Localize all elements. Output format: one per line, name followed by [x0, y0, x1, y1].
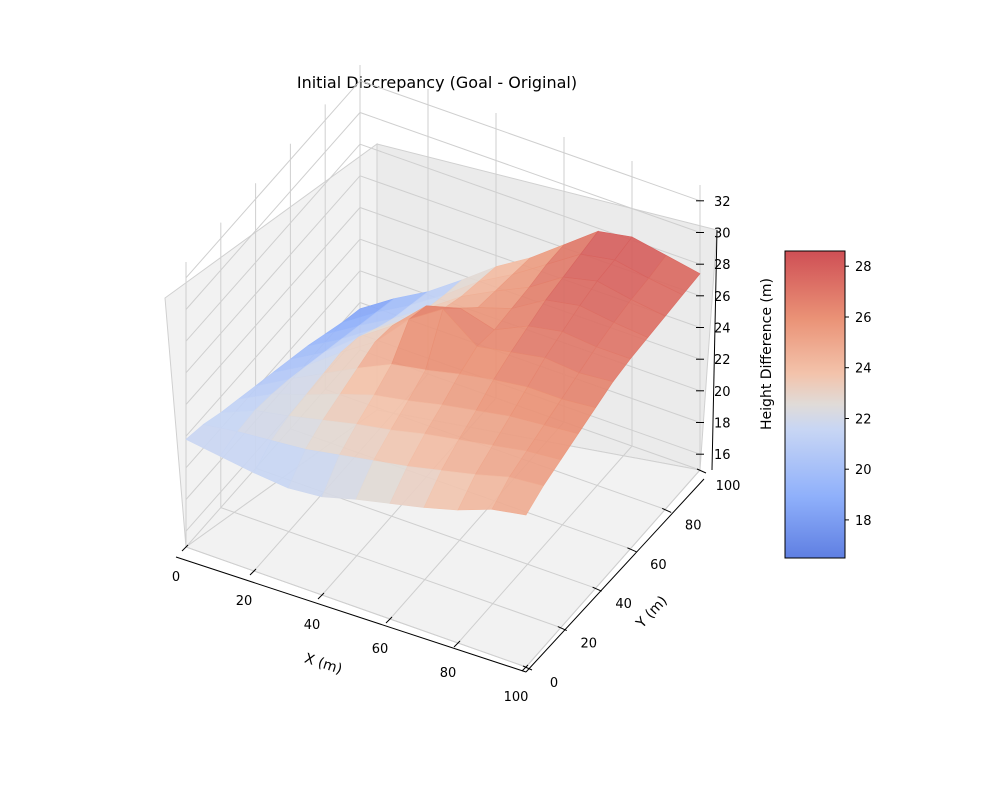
z-tick-label: 16	[714, 448, 731, 463]
x-tick-mark	[453, 640, 461, 648]
y-axis-line	[525, 478, 705, 673]
x-tick-label: 0	[172, 570, 180, 585]
z-tick-label: 20	[714, 385, 731, 400]
grid-line-y	[220, 222, 561, 629]
colorbar-tick-label: 22	[855, 413, 872, 428]
z-ticks: 16 18 20 22 24 26 28 30 32	[696, 195, 731, 463]
x-tick-label: 80	[440, 666, 457, 681]
grid-line-z	[185, 80, 701, 279]
x-tick-label: 20	[236, 594, 253, 609]
chart-title: Initial Discrepancy (Goal - Original)	[297, 73, 577, 92]
y-tick-mark	[627, 547, 637, 553]
z-tick-label: 30	[714, 227, 731, 242]
x-tick-mark	[385, 616, 393, 624]
y-ticks: 0 20 40 60 80 100	[522, 468, 741, 691]
grid-line-z	[185, 143, 701, 342]
z-axis-line	[711, 229, 718, 471]
y-tick-mark	[696, 468, 707, 474]
z-tick-label: 32	[714, 195, 731, 210]
colorbar-tick-label: 20	[855, 463, 872, 478]
colorbar	[784, 250, 846, 559]
x-tick-label: 100	[504, 690, 529, 705]
x-tick-mark	[317, 592, 325, 600]
colorbar-tick-label: 26	[855, 311, 872, 326]
y-tick-mark	[661, 507, 672, 513]
y-tick-label: 40	[615, 597, 632, 612]
x-axis-line	[175, 556, 527, 673]
y-axis-label: Y (m)	[633, 593, 671, 632]
surface-patch	[491, 476, 544, 516]
y-tick-mark	[592, 586, 602, 592]
z-tick-label: 26	[714, 290, 731, 305]
y-tick-mark	[557, 626, 568, 632]
z-tick-label: 24	[714, 322, 731, 337]
y-tick-label: 60	[650, 558, 667, 573]
z-tick-label: 18	[714, 417, 731, 432]
y-tick-label: 100	[716, 479, 741, 494]
x-tick-mark	[249, 568, 257, 576]
z-tick-label: 28	[714, 258, 731, 273]
x-tick-mark	[181, 544, 189, 552]
grid-line-z	[185, 111, 701, 310]
y-tick-label: 0	[550, 676, 558, 691]
x-tick-label: 40	[304, 618, 321, 633]
z-axis-label: Height Difference (m)	[759, 278, 775, 430]
x-axis-label: X (m)	[302, 651, 344, 678]
z-tick-label: 22	[714, 353, 731, 368]
colorbar-tick-label: 24	[855, 362, 872, 377]
y-tick-label: 80	[685, 518, 702, 533]
x-tick-mark	[521, 664, 529, 672]
colorbar-tick-label: 28	[855, 260, 872, 275]
x-ticks: 0 20 40 60 80 100	[172, 544, 529, 705]
surface	[185, 230, 701, 516]
y-tick-mark	[522, 665, 533, 671]
y-tick-label: 20	[581, 637, 598, 652]
colorbar-ticks: 18 20 22 24 26 28	[845, 260, 872, 529]
colorbar-tick-label: 18	[855, 514, 872, 529]
x-tick-label: 60	[372, 642, 389, 657]
